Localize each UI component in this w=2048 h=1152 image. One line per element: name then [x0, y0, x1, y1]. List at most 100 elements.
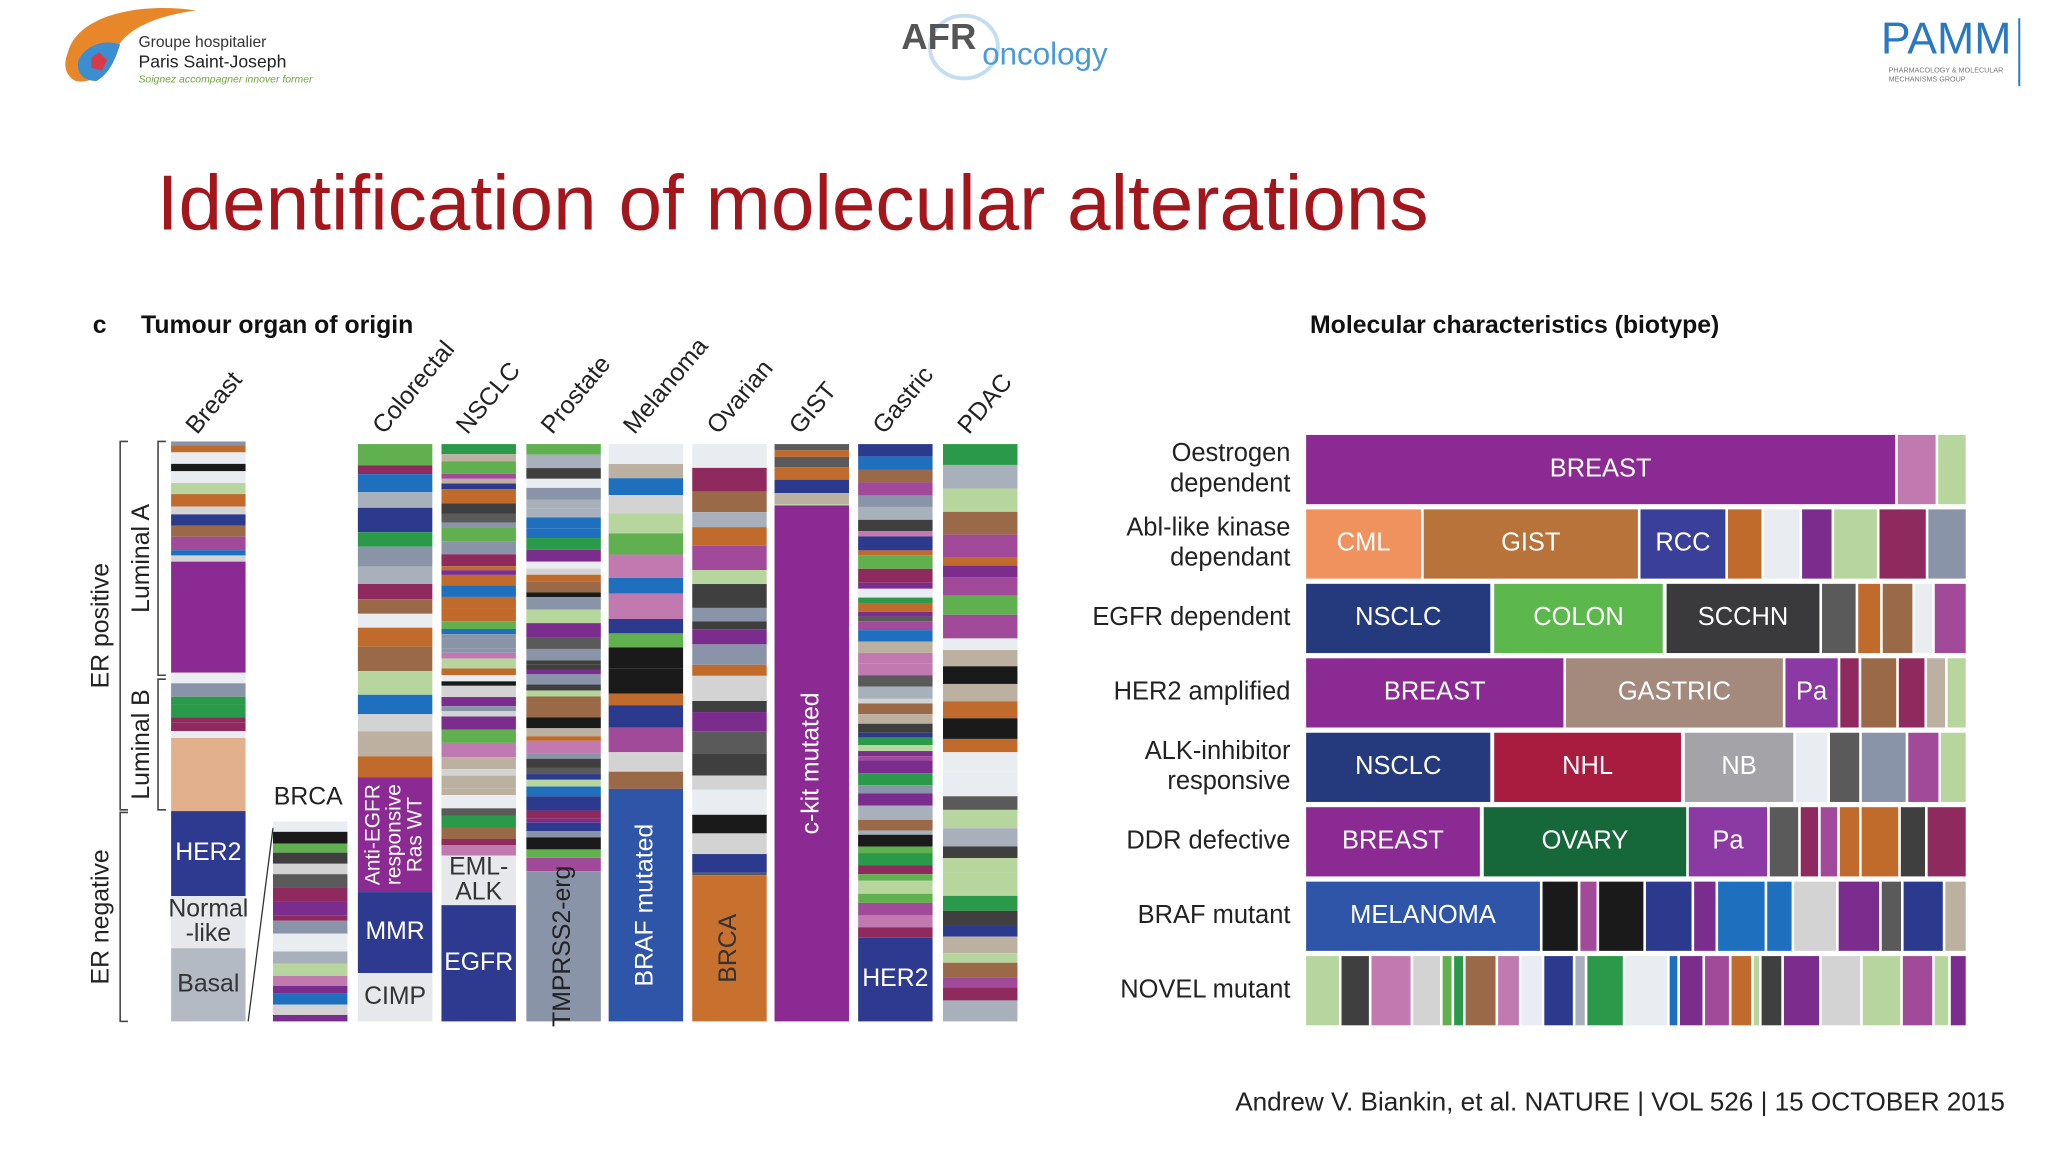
stripe	[858, 582, 933, 589]
stripe	[692, 444, 767, 468]
stripe	[272, 920, 348, 934]
stripe	[357, 465, 433, 475]
stripe	[943, 858, 1018, 873]
stripe	[943, 738, 1018, 753]
stripe	[943, 614, 1018, 639]
biotype-cell	[1666, 583, 1820, 654]
stripe	[526, 849, 601, 858]
stripe	[774, 479, 849, 494]
stripe	[526, 669, 601, 675]
biotype-cell	[1945, 881, 1966, 951]
stripe	[526, 568, 601, 575]
stripe	[774, 450, 849, 457]
group-label: Luminal A	[128, 503, 155, 612]
segment-label-line: responsive	[383, 784, 406, 885]
stripe	[526, 822, 601, 832]
stripe	[943, 565, 1018, 578]
stripe	[858, 853, 933, 866]
stripe	[526, 623, 601, 638]
stripe	[692, 700, 767, 713]
stripe	[357, 532, 433, 547]
row-label: HER2 amplified	[1114, 678, 1291, 706]
stripe	[943, 701, 1018, 719]
bracket	[157, 440, 166, 677]
stripe	[357, 546, 433, 567]
biotype-cell	[1830, 732, 1860, 802]
stripe	[692, 814, 767, 834]
logo-pamm: PAMM	[1881, 15, 2012, 64]
stripe	[441, 478, 516, 484]
stripe	[858, 698, 933, 704]
stripe	[526, 728, 601, 737]
stripe	[171, 555, 246, 562]
panel-label: c	[93, 312, 107, 339]
row-label: ALK-inhibitor	[1145, 737, 1291, 765]
stripe	[441, 757, 516, 770]
stripe	[858, 893, 933, 903]
segment	[608, 788, 684, 1022]
stripe	[526, 702, 601, 718]
biotype-cell	[1731, 956, 1752, 1026]
stripe	[441, 729, 516, 743]
cell-label: GIST	[1501, 529, 1560, 557]
row-label: DDR defective	[1126, 827, 1290, 855]
stripe	[171, 483, 246, 495]
segment-label: Basal	[177, 970, 239, 997]
stripe	[608, 577, 684, 594]
stripe	[608, 647, 684, 669]
stripe	[858, 751, 933, 757]
stripe	[357, 492, 433, 508]
logo-tagline: Soignez accompagner innover former	[138, 74, 313, 85]
stripe	[526, 674, 601, 685]
stripe	[526, 609, 601, 624]
segment	[357, 973, 433, 1022]
stripe	[858, 737, 933, 746]
biotype-cell	[1465, 956, 1496, 1026]
stripe	[943, 511, 1018, 535]
biotype-cell	[1800, 807, 1819, 877]
biotype-cell	[1795, 732, 1828, 802]
segment-label-line: HER2	[862, 965, 928, 992]
column-label: Prostate	[536, 351, 616, 439]
stripe	[441, 675, 516, 682]
stripe	[441, 844, 516, 856]
biotype-cell	[1575, 956, 1585, 1026]
stripe	[441, 668, 516, 676]
biotype-cell	[1542, 881, 1578, 951]
stripe	[858, 616, 933, 622]
stripe	[608, 495, 684, 514]
biotype-cell	[1306, 658, 1564, 728]
biotype-cell	[1625, 956, 1668, 1026]
stripe	[943, 577, 1018, 596]
stripe	[858, 902, 933, 916]
stripe	[441, 522, 516, 528]
cell-label: RCC	[1655, 529, 1710, 557]
stripe	[858, 686, 933, 699]
biotype-cell	[1764, 509, 1800, 579]
row-label: responsive	[1167, 767, 1290, 795]
stripe	[692, 629, 767, 645]
logo-afr: AFR	[901, 16, 976, 57]
stripe	[692, 621, 767, 630]
stripe	[357, 474, 433, 493]
stripe	[858, 745, 933, 752]
segment	[357, 892, 433, 974]
stripe	[441, 638, 516, 649]
row-label: dependent	[1170, 469, 1290, 497]
slide-title: Identification of molecular alterations	[157, 159, 1429, 247]
stripe	[858, 641, 933, 653]
stripe	[692, 775, 767, 790]
stripe	[526, 753, 601, 759]
biotype-cell	[1947, 658, 1966, 728]
cell-label: Pa	[1796, 678, 1828, 706]
segment-label: BRCA	[715, 913, 742, 982]
stripe	[858, 880, 933, 894]
biotype-cell	[1927, 658, 1946, 728]
stripe	[357, 671, 433, 695]
stripe	[858, 550, 933, 556]
stripe	[692, 664, 767, 676]
stripe	[171, 550, 246, 556]
group-label: ER negative	[87, 849, 114, 984]
stripe	[858, 830, 933, 835]
segment-label-line: EML-	[449, 853, 508, 880]
